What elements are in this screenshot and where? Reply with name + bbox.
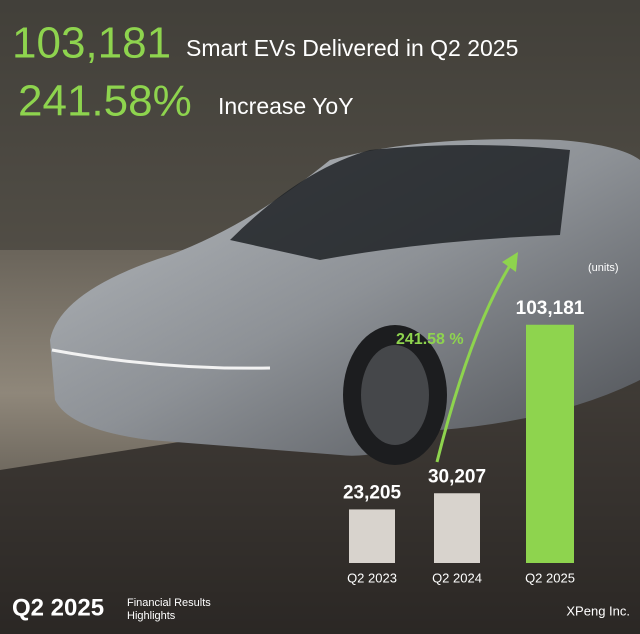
headline-figure: 241.58% xyxy=(18,77,192,126)
headline-text: Smart EVs Delivered in Q2 2025 xyxy=(186,35,518,61)
bar xyxy=(349,509,395,563)
arrow-head xyxy=(502,252,518,272)
footer-caption: Highlights xyxy=(127,610,176,622)
footer-period: Q2 2025 xyxy=(12,594,104,621)
company-name: XPeng Inc. xyxy=(566,603,630,618)
car-light xyxy=(51,348,271,370)
road xyxy=(0,370,640,634)
headline-text: Increase YoY xyxy=(218,93,354,119)
growth-arrow xyxy=(435,261,514,463)
bar xyxy=(526,324,574,563)
bar xyxy=(434,493,480,563)
value-label: 23,205 xyxy=(343,482,402,503)
car-windshield xyxy=(230,145,570,260)
value-label: 30,207 xyxy=(428,466,486,487)
annotation: 241.58 % xyxy=(396,331,464,348)
car-rim xyxy=(361,345,429,445)
footer-caption: Financial Results xyxy=(127,597,211,609)
unit-label: (units) xyxy=(588,262,619,274)
x-tick-label: Q2 2024 xyxy=(432,570,482,585)
value-label: 103,181 xyxy=(516,298,585,319)
x-tick-label: Q2 2023 xyxy=(347,570,397,585)
x-tick-label: Q2 2025 xyxy=(525,570,575,585)
headline-figure: 103,181 xyxy=(12,19,171,68)
